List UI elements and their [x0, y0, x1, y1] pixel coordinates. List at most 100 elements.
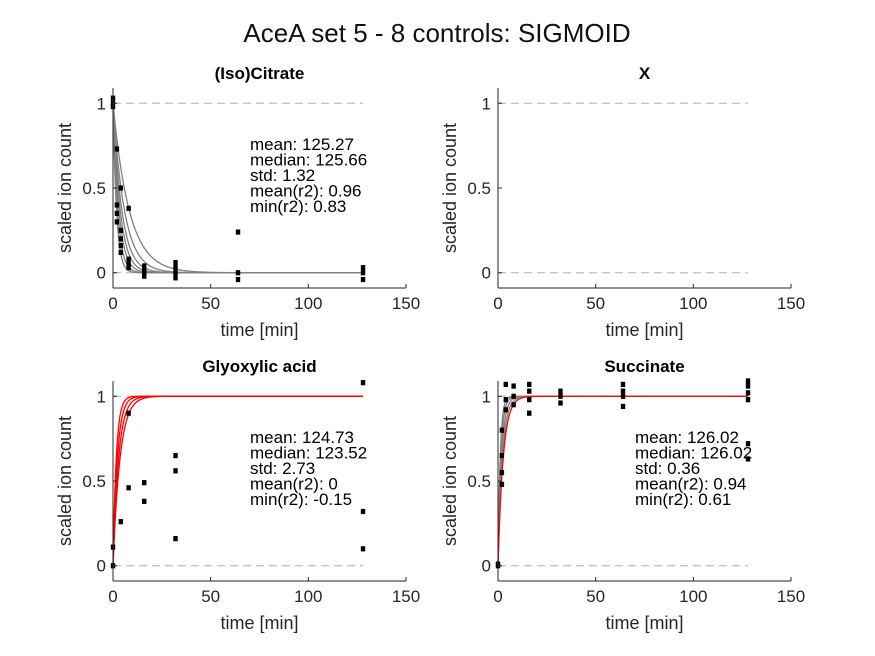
data-point — [142, 480, 147, 486]
data-point — [235, 229, 241, 235]
data-point — [142, 263, 147, 269]
x-tick-label: 50 — [586, 587, 605, 606]
data-point — [527, 388, 532, 394]
x-axis-label: time [min] — [220, 320, 298, 340]
y-tick-label: 0.5 — [467, 472, 491, 491]
stat-line: mean(r2): 0.96 — [250, 182, 362, 201]
data-point — [620, 381, 626, 387]
data-point — [118, 249, 124, 256]
data-point — [620, 403, 626, 410]
data-point — [114, 146, 120, 152]
data-point — [360, 265, 366, 271]
y-tick-label: 0.5 — [82, 179, 106, 198]
x-tick-label: 100 — [679, 587, 707, 606]
y-axis-label: scaled ion count — [55, 416, 75, 546]
y-tick-label: 1 — [97, 94, 106, 113]
x-tick-label: 100 — [679, 294, 707, 313]
data-point — [126, 261, 131, 267]
x-tick-label: 150 — [392, 294, 420, 313]
y-tick-label: 1 — [482, 94, 491, 113]
data-point — [126, 410, 131, 416]
data-point — [360, 380, 366, 386]
y-axis-label: scaled ion count — [55, 123, 75, 253]
data-point — [173, 452, 178, 459]
x-axis-label: time [min] — [220, 613, 298, 633]
stat-line: mean: 124.73 — [250, 428, 354, 447]
y-tick-label: 0 — [482, 264, 491, 283]
data-point — [499, 481, 505, 487]
stat-line: median: 126.02 — [635, 444, 752, 463]
data-point — [118, 519, 124, 525]
stat-line: mean: 125.27 — [250, 135, 354, 154]
data-point — [511, 402, 516, 408]
data-point — [360, 546, 366, 552]
x-tick-label: 150 — [777, 587, 805, 606]
data-point — [173, 536, 178, 542]
x-tick-label: 100 — [294, 294, 322, 313]
data-point — [527, 381, 532, 387]
data-point — [126, 265, 131, 271]
subplot-4: Succinate 0 50 100 150 0 0.5 1 time [min] scaled … — [440, 357, 805, 633]
data-point — [126, 205, 131, 211]
stat-line: mean(r2): 0.94 — [635, 475, 747, 494]
data-point — [558, 393, 563, 399]
data-point — [745, 441, 751, 447]
data-point — [527, 397, 532, 403]
subplot-title: Succinate — [604, 357, 684, 376]
stat-line: median: 123.52 — [250, 444, 367, 463]
data-point — [558, 400, 563, 406]
data-point — [114, 202, 120, 208]
data-point — [360, 508, 366, 515]
data-point — [503, 381, 509, 387]
x-tick-label: 100 — [294, 587, 322, 606]
data-point — [173, 259, 178, 266]
subplot-title: Glyoxylic acid — [202, 357, 316, 376]
subplot-2: X 0 50 100 150 0 0.5 1 time [min] scaled ion coun… — [440, 64, 805, 340]
data-point — [142, 270, 147, 276]
data-point — [173, 270, 178, 276]
data-point — [360, 270, 366, 276]
x-tick-label: 50 — [201, 587, 220, 606]
x-tick-label: 150 — [777, 294, 805, 313]
data-point — [114, 219, 120, 225]
data-point — [118, 227, 124, 233]
data-point — [126, 485, 131, 491]
subplot-1: (Iso)Citrate 0 50 100 150 0 0.5 1 time [min] scal… — [55, 64, 420, 340]
y-axis-label: scaled ion count — [440, 123, 460, 253]
x-tick-label: 50 — [201, 294, 220, 313]
stat-line: mean: 126.02 — [635, 428, 739, 447]
subplot-3: Glyoxylic acid 0 50 100 150 0 0.5 1 time [min] sc… — [55, 357, 420, 633]
data-point — [118, 243, 124, 249]
data-point — [142, 273, 147, 279]
y-tick-label: 0 — [97, 264, 106, 283]
stat-line: std: 2.73 — [250, 459, 315, 478]
data-point — [745, 456, 751, 462]
y-tick-label: 0 — [97, 557, 106, 576]
data-point — [114, 210, 120, 217]
figure-title: AceA set 5 - 8 controls: SIGMOID — [243, 18, 630, 48]
subplot-title: (Iso)Citrate — [215, 64, 305, 83]
stat-line: median: 125.66 — [250, 151, 367, 170]
data-point — [745, 397, 751, 403]
y-tick-label: 1 — [97, 387, 106, 406]
data-point — [173, 265, 178, 271]
data-point — [118, 185, 124, 191]
stat-line: min(r2): 0.83 — [250, 197, 346, 216]
data-point — [503, 407, 509, 413]
data-point — [503, 397, 509, 403]
data-point — [511, 393, 516, 399]
stat-line: min(r2): 0.61 — [635, 490, 731, 509]
y-axis-label: scaled ion count — [440, 416, 460, 546]
data-point — [499, 427, 505, 433]
data-point — [620, 388, 626, 394]
data-point — [499, 452, 505, 459]
data-point — [235, 270, 241, 276]
data-point — [142, 498, 147, 504]
fit-curve — [112, 395, 364, 566]
y-tick-label: 0.5 — [82, 472, 106, 491]
x-tick-label: 0 — [493, 587, 502, 606]
stat-line: min(r2): -0.15 — [250, 490, 352, 509]
x-axis-label: time [min] — [605, 613, 683, 633]
